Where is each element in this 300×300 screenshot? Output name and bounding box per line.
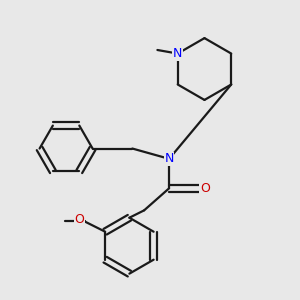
Text: O: O — [74, 213, 84, 226]
Text: N: N — [164, 152, 174, 165]
Text: N: N — [173, 47, 182, 60]
Text: O: O — [200, 182, 210, 195]
